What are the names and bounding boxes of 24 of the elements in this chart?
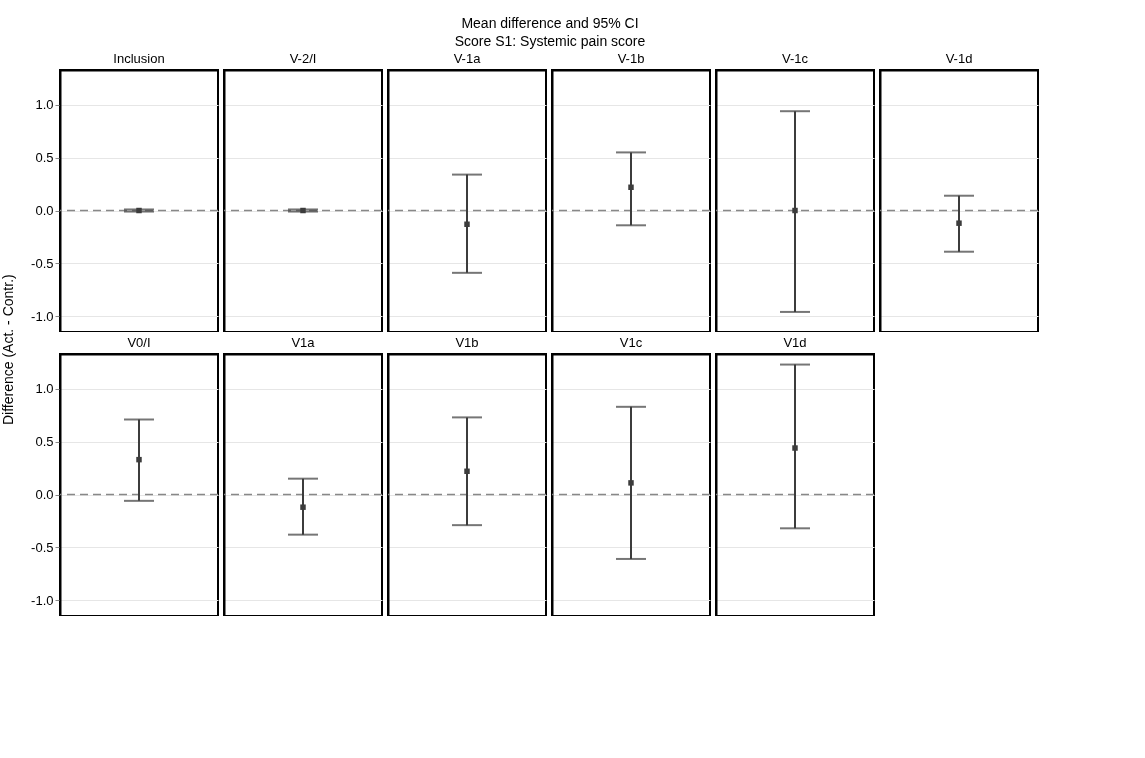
y-tick-label: 0.5 bbox=[35, 434, 54, 450]
y-tick-label: 0.0 bbox=[35, 203, 54, 219]
x-tick-label: V0/I bbox=[127, 334, 151, 350]
y-tick-label: -0.5 bbox=[31, 255, 54, 271]
x-tick-label: V1a bbox=[291, 334, 316, 350]
y-tick-label: 0.0 bbox=[35, 487, 54, 503]
x-tick-label: V1d bbox=[783, 334, 807, 350]
text: Mean difference and 95% CI bbox=[460, 14, 640, 32]
y-axis-title: Difference (Act. - Contr.) bbox=[0, 273, 17, 428]
y-tick-label: 1.0 bbox=[35, 381, 54, 397]
y-tick-label: -0.5 bbox=[31, 539, 54, 555]
x-tick-label: Inclusion bbox=[113, 50, 165, 66]
x-tick-label: V-1d bbox=[945, 50, 973, 66]
x-tick-label: V-1c bbox=[781, 50, 809, 66]
x-tick-label: V-1a bbox=[453, 50, 482, 66]
y-tick-label: -1.0 bbox=[31, 592, 54, 608]
x-tick-label: V-1b bbox=[617, 50, 645, 66]
y-tick-label: 0.5 bbox=[35, 150, 54, 166]
x-tick-label: V-2/I bbox=[289, 50, 317, 66]
text: Score S1: Systemic pain score bbox=[453, 32, 647, 50]
x-tick-label: V1b bbox=[455, 334, 479, 350]
y-tick-label: -1.0 bbox=[31, 308, 54, 324]
y-tick-label: 1.0 bbox=[35, 97, 54, 113]
x-tick-label: V1c bbox=[619, 334, 643, 350]
